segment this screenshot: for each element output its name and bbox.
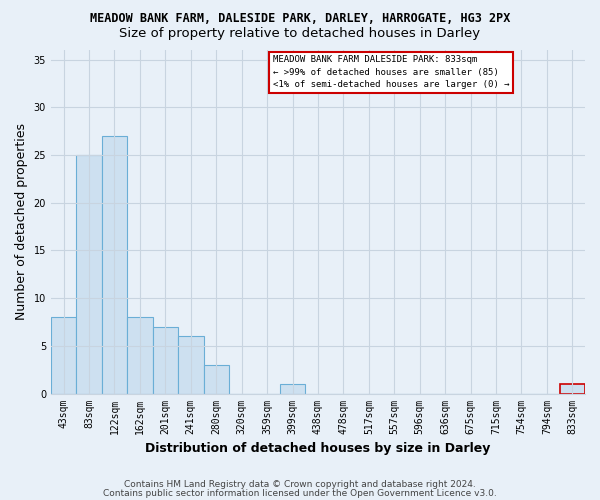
Bar: [51, 317, 76, 394]
Bar: [560, 384, 585, 394]
Bar: [280, 384, 305, 394]
Bar: [178, 336, 203, 394]
Bar: [76, 155, 102, 394]
Bar: [102, 136, 127, 394]
X-axis label: Distribution of detached houses by size in Darley: Distribution of detached houses by size …: [145, 442, 491, 455]
Y-axis label: Number of detached properties: Number of detached properties: [15, 124, 28, 320]
Bar: [152, 327, 178, 394]
Bar: [127, 317, 152, 394]
Text: Size of property relative to detached houses in Darley: Size of property relative to detached ho…: [119, 28, 481, 40]
Text: MEADOW BANK FARM, DALESIDE PARK, DARLEY, HARROGATE, HG3 2PX: MEADOW BANK FARM, DALESIDE PARK, DARLEY,…: [90, 12, 510, 26]
Text: MEADOW BANK FARM DALESIDE PARK: 833sqm
← >99% of detached houses are smaller (85: MEADOW BANK FARM DALESIDE PARK: 833sqm ←…: [272, 55, 509, 89]
Text: Contains public sector information licensed under the Open Government Licence v3: Contains public sector information licen…: [103, 489, 497, 498]
Bar: [203, 365, 229, 394]
Text: Contains HM Land Registry data © Crown copyright and database right 2024.: Contains HM Land Registry data © Crown c…: [124, 480, 476, 489]
